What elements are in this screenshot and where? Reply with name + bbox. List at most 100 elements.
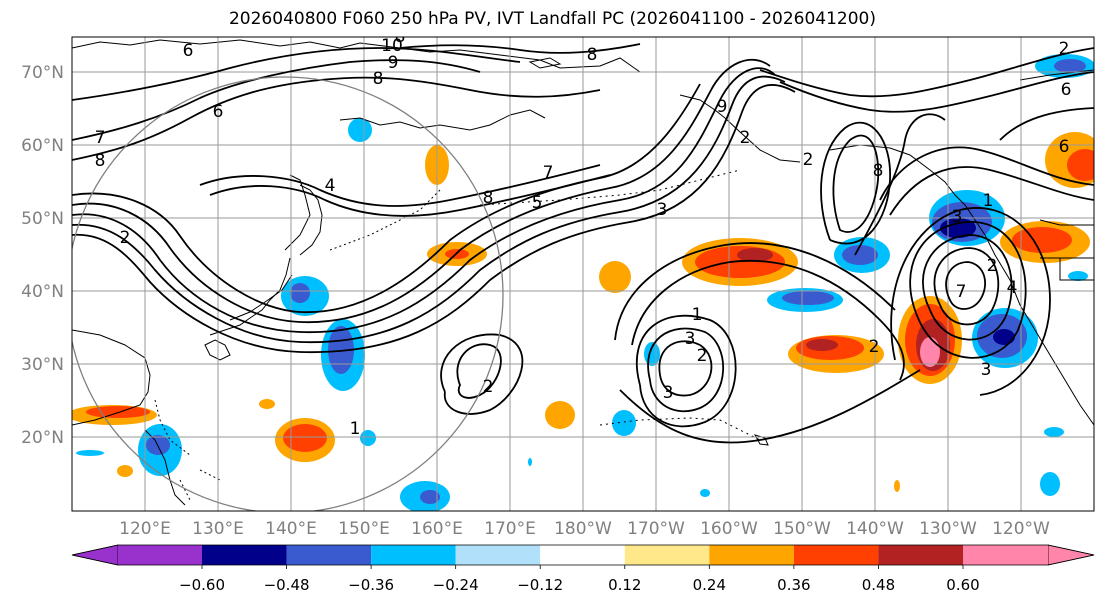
- colorbar-tick-label: −0.36: [348, 576, 394, 594]
- lon-tick-label: 170°E: [484, 519, 536, 539]
- contour-label: 8: [395, 27, 406, 47]
- colorbar-segment: [624, 545, 710, 565]
- longitude-labels: 120°E 130°E 140°E 150°E 160°E 170°E 180°W 170°W…: [119, 519, 1050, 539]
- lat-tick-label: 50°N: [21, 209, 64, 229]
- pv-contour-line: [909, 221, 1027, 359]
- lon-tick-label: 120°W: [992, 519, 1050, 539]
- lat-tick-label: 70°N: [21, 63, 64, 83]
- pv-contour-line: [72, 59, 481, 141]
- pv-contour-line: [72, 58, 771, 323]
- lon-tick-label: 130°E: [192, 519, 244, 539]
- anomaly-blob: [275, 418, 335, 462]
- colorbar-tick-label: −0.48: [264, 576, 310, 594]
- coastline: [339, 109, 546, 131]
- coastline: [144, 429, 186, 506]
- contour-label: 2: [483, 377, 494, 397]
- colorbar-segment: [118, 545, 202, 565]
- pv-contour-line: [879, 146, 1094, 201]
- coastline: [299, 184, 323, 256]
- contour-label: 7: [95, 128, 106, 148]
- pv-contour-line: [922, 234, 1013, 341]
- colorbar-segment: [709, 545, 794, 565]
- contour-label: 6: [1059, 137, 1070, 157]
- pv-contour-line: [779, 71, 1094, 113]
- pv-contour-line: [832, 134, 880, 233]
- contour-label: 1: [350, 419, 361, 439]
- pv-contour-line: [999, 107, 1094, 141]
- coastline: [829, 144, 1094, 426]
- anomaly-blob: [767, 288, 843, 312]
- colorbar-segment: [371, 545, 456, 565]
- pv-contour-line: [72, 47, 521, 101]
- contour-label: 2: [740, 128, 751, 148]
- anomaly-blob: [321, 319, 365, 391]
- contour-label: 2: [1059, 39, 1070, 59]
- anomaly-blob: [834, 237, 890, 273]
- island: [204, 339, 231, 361]
- contour-label: 8: [587, 45, 598, 65]
- contour-label: 9: [388, 53, 399, 73]
- coastline: [229, 274, 293, 321]
- colorbar-tick-label: 0.24: [693, 576, 726, 594]
- pv-contour-line: [399, 43, 641, 54]
- colorbar-tick-label: 0.36: [777, 576, 810, 594]
- colorbar-tick-label: 0.60: [946, 576, 979, 594]
- pv-contours: [72, 43, 1094, 444]
- colorbar-segment: [286, 545, 372, 565]
- pv-contour-line: [72, 84, 796, 354]
- pv-contour-line: [635, 314, 737, 428]
- contour-label: 8: [373, 69, 384, 89]
- coastline: [72, 329, 151, 426]
- colorbar-tick-label: −0.24: [433, 576, 479, 594]
- lon-tick-label: 140°W: [846, 519, 904, 539]
- contour-label: 4: [1007, 278, 1018, 298]
- anomaly-blob: [545, 401, 575, 429]
- contour-label: 5: [532, 193, 543, 213]
- pv-contour-line: [72, 75, 786, 344]
- lat-tick-label: 40°N: [21, 282, 64, 302]
- contour-label: 3: [685, 329, 696, 349]
- colorbar-extend-high: [1047, 544, 1095, 566]
- colorbar: −0.60 −0.48 −0.36 −0.24 −0.12 0.12 0.24 0.36 0.4…: [71, 544, 1095, 594]
- pv-contour-line: [647, 327, 725, 413]
- contour-label: 8: [483, 188, 494, 208]
- region-circle: [72, 76, 504, 511]
- colorbar-segment: [455, 545, 541, 565]
- anomaly-blob: [1045, 132, 1094, 188]
- coastline: [1039, 219, 1094, 226]
- lon-tick-label: 150°E: [338, 519, 390, 539]
- pv-contour-line: [890, 207, 1051, 396]
- pv-contour-line: [199, 164, 601, 207]
- colorbar-extend-low: [71, 544, 119, 566]
- contour-label: 3: [981, 360, 992, 380]
- pv-contour-line: [889, 166, 1094, 216]
- lon-tick-label: 120°E: [119, 519, 171, 539]
- contour-label: 6: [183, 41, 194, 61]
- contour-label: 4: [325, 176, 336, 196]
- figure-title: 2026040800 F060 250 hPa PV, IVT Landfall…: [228, 9, 876, 29]
- contour-label: 8: [873, 161, 884, 181]
- contour-label: 6: [213, 102, 224, 122]
- colorbar-tick-label: 0.12: [608, 576, 641, 594]
- contour-label: 6: [1061, 80, 1072, 100]
- island-chain: [329, 189, 441, 251]
- anomaly-blob: [117, 399, 900, 492]
- colorbar-tick-label: −0.12: [517, 576, 563, 594]
- colorbar-segment: [878, 545, 963, 565]
- contour-label: 10: [381, 36, 403, 56]
- island-chain: [599, 417, 761, 441]
- pv-contour-line: [72, 83, 701, 313]
- colorbar-segment: [963, 545, 1048, 565]
- anomaly-blob: [400, 481, 450, 511]
- pv-contour-line: [631, 260, 905, 381]
- pv-contour-line: [614, 242, 896, 341]
- lon-tick-label: 160°W: [700, 519, 758, 539]
- colorbar-segment: [540, 545, 625, 565]
- lon-tick-label: 160°E: [411, 519, 463, 539]
- lon-tick-label: 140°E: [265, 519, 317, 539]
- pv-contour-line: [933, 247, 1000, 326]
- pv-contour-line: [945, 261, 986, 310]
